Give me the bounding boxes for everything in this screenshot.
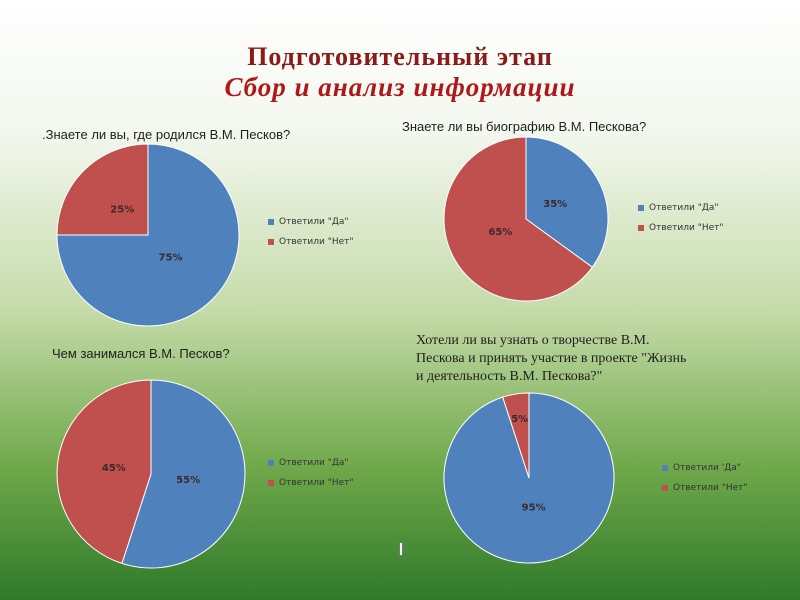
pie-data-label-no: 5%	[511, 414, 528, 425]
pie-data-label-yes: 35%	[543, 199, 567, 210]
legend-swatch-no	[662, 485, 668, 491]
chart-4-question: Хотели ли вы узнать о творчестве В.М. Пе…	[416, 333, 687, 384]
chart-3-legend: Ответили "Да" Ответили "Нет"	[268, 453, 354, 493]
chart-1-legend: Ответили "Да" Ответили "Нет"	[268, 212, 354, 252]
legend-swatch-yes	[662, 465, 668, 471]
pie-data-label-no: 45%	[102, 463, 126, 474]
pie-data-label-yes: 95%	[522, 502, 546, 513]
legend-label-yes: Ответили "Да"	[649, 203, 719, 213]
legend-item-no: Ответили "Нет"	[268, 232, 354, 252]
chart-1-question: .Знаете ли вы, где родился В.М. Песков?	[42, 127, 291, 142]
legend-swatch-no	[638, 225, 644, 231]
pie-slice-no	[56, 379, 152, 565]
pie-data-label-yes: 75%	[159, 253, 183, 264]
legend-swatch-no	[268, 480, 274, 486]
legend-item-yes: Ответили "Да"	[638, 198, 724, 218]
legend-swatch-no	[268, 239, 274, 245]
pie-slice-no	[56, 143, 149, 236]
pie-data-label-no: 65%	[488, 227, 512, 238]
chart-4-pie: 95% 5%	[443, 392, 615, 564]
chart-3-question: Чем занимался В.М. Песков?	[52, 346, 230, 361]
pie-slice-no	[443, 136, 594, 302]
slide-header: Подготовительный этап Сбор и анализ инфо…	[0, 42, 800, 103]
legend-label-yes: Ответили "Да"	[279, 458, 349, 468]
slide-marker	[399, 542, 403, 556]
pie-data-label-yes: 55%	[176, 475, 200, 486]
slide-subtitle: Сбор и анализ информации	[224, 72, 576, 102]
legend-label-no: Ответили "Нет"	[279, 237, 354, 247]
legend-swatch-yes	[638, 205, 644, 211]
pie-slice-yes	[525, 136, 609, 268]
legend-label-no: Ответили "Нет"	[649, 223, 724, 233]
legend-item-yes: Ответили 'Да"	[662, 458, 748, 478]
slide-title: Подготовительный этап	[247, 42, 553, 71]
legend-label-yes: Ответили 'Да"	[673, 463, 741, 473]
chart-3-pie: 55% 45%	[56, 379, 246, 569]
legend-swatch-yes	[268, 460, 274, 466]
chart-2-legend: Ответили "Да" Ответили "Нет"	[638, 198, 724, 238]
legend-item-yes: Ответили "Да"	[268, 212, 354, 232]
chart-1-pie: 75% 25%	[56, 143, 240, 327]
pie-slice-no	[502, 392, 530, 479]
legend-item-no: Ответили "Нет"	[268, 473, 354, 493]
legend-label-no: Ответили "Нет"	[673, 483, 748, 493]
pie-data-label-no: 25%	[110, 204, 134, 215]
legend-item-yes: Ответили "Да"	[268, 453, 354, 473]
legend-item-no: Ответили "Нет"	[638, 218, 724, 238]
chart-4-legend: Ответили 'Да" Ответили "Нет"	[662, 458, 748, 498]
legend-label-yes: Ответили "Да"	[279, 217, 349, 227]
legend-label-no: Ответили "Нет"	[279, 478, 354, 488]
legend-swatch-yes	[268, 219, 274, 225]
chart-2-pie: 35% 65%	[443, 136, 609, 302]
legend-item-no: Ответили "Нет"	[662, 478, 748, 498]
chart-2-question: Знаете ли вы биографию В.М. Пескова?	[402, 119, 647, 134]
pie-slice-yes	[121, 379, 246, 569]
